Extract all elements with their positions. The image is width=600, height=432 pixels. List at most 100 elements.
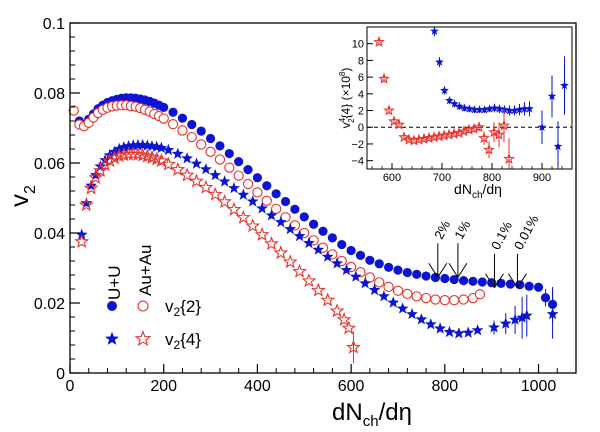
data-point: [423, 131, 435, 144]
annotation-arrow-head-left: [508, 273, 518, 289]
data-point: [403, 133, 415, 145]
data-point: [189, 173, 204, 188]
data-point: [458, 294, 469, 305]
data-point: [336, 311, 352, 327]
legend-col-auau: Au+Au: [136, 244, 155, 296]
inset-y-tick-label: 8: [358, 55, 364, 67]
data-point: [490, 103, 499, 112]
annotation-arrow-head-left: [485, 273, 495, 289]
data-point: [430, 294, 441, 305]
data-point: [88, 169, 104, 184]
data-point: [488, 126, 500, 138]
data-point: [282, 254, 298, 269]
data-point: [161, 156, 176, 171]
data-point: [168, 107, 178, 117]
data-point: [80, 197, 93, 209]
annotation-arrow-head-left: [448, 262, 459, 278]
data-point: [458, 276, 469, 286]
data-point: [402, 288, 413, 300]
data-point: [443, 128, 455, 140]
data-point: [503, 152, 515, 164]
data-point: [171, 147, 184, 159]
data-point: [205, 146, 216, 157]
data-point: [261, 195, 272, 206]
data-point: [378, 72, 390, 84]
data-point: [209, 169, 222, 181]
data-point: [331, 257, 343, 269]
data-point: [412, 269, 422, 279]
data-point: [373, 35, 385, 47]
data-point: [509, 313, 521, 325]
data-point: [155, 141, 168, 153]
data-point: [408, 134, 420, 146]
main-y-axis-title: v2: [4, 185, 39, 207]
data-point: [524, 281, 534, 291]
data-point: [430, 26, 439, 35]
data-point: [440, 85, 449, 95]
data-point: [448, 127, 460, 139]
data-point: [402, 267, 412, 278]
data-point: [341, 320, 357, 335]
data-point: [553, 141, 563, 151]
annotation-arrow-head-right: [517, 273, 527, 289]
data-point: [439, 295, 450, 306]
data-point: [293, 229, 306, 242]
main-plot-marks: [68, 93, 559, 364]
data-point: [68, 105, 79, 116]
main-x-tick-label: 1000: [521, 378, 557, 395]
data-point: [480, 105, 489, 114]
data-point: [463, 123, 475, 135]
data-point: [83, 180, 99, 195]
data-point: [130, 146, 146, 161]
inset-x-axis-title: dNch/dη: [454, 181, 502, 201]
data-point: [270, 203, 282, 214]
data-point: [74, 233, 90, 249]
data-point: [125, 146, 141, 161]
data-point: [355, 250, 366, 260]
data-point: [273, 245, 289, 260]
data-point: [190, 157, 203, 169]
annotation-arrow-head-left: [428, 262, 439, 278]
data-point: [196, 126, 206, 136]
inset-plot-frame: [366, 26, 573, 170]
data-point: [462, 326, 475, 338]
data-point: [433, 130, 445, 142]
data-point: [280, 196, 291, 207]
data-point: [493, 128, 505, 140]
data-point: [547, 91, 557, 100]
data-point: [340, 263, 353, 276]
main-plot-frame: [69, 22, 577, 374]
data-point: [329, 303, 345, 318]
data-point: [505, 105, 514, 115]
data-point: [428, 131, 440, 143]
data-point: [234, 157, 244, 167]
data-point: [127, 139, 140, 151]
data-point: [505, 279, 516, 289]
data-point: [205, 133, 216, 144]
main-x-tick-label: 600: [338, 378, 365, 395]
annotation-arrow-head-right: [437, 262, 448, 278]
data-point: [471, 324, 484, 336]
data-point: [218, 175, 231, 187]
data-point: [478, 131, 490, 144]
data-point: [118, 141, 130, 153]
data-point: [475, 105, 484, 114]
data-point: [217, 193, 232, 209]
data-point: [392, 285, 404, 296]
data-point: [495, 104, 504, 113]
annotation-arrow-head-right: [494, 273, 504, 289]
legend-marker-uu-v2-2: [107, 301, 117, 311]
data-point: [243, 165, 253, 175]
data-point: [383, 281, 394, 293]
data-point: [274, 215, 287, 228]
main-y-tick-label: 0.1: [43, 16, 65, 33]
legend-marker-uu-v2-4: [105, 331, 119, 345]
data-point: [440, 273, 450, 284]
data-point: [214, 154, 226, 165]
data-point: [135, 147, 150, 162]
data-point: [271, 189, 281, 199]
legend-marker-auau-v2-2: [137, 300, 149, 312]
data-point: [435, 57, 444, 66]
data-point: [252, 173, 263, 183]
data-point: [228, 182, 240, 194]
